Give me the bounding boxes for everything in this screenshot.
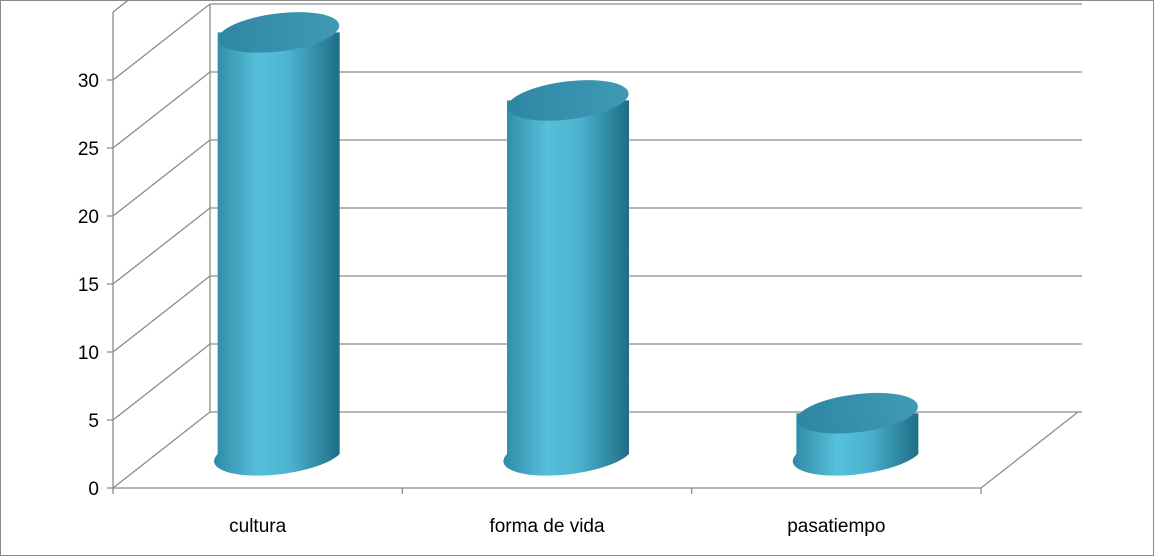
labels-layer: 0 5 10 15 20 25 30 cultura forma de vida pasatiem… xyxy=(78,71,886,537)
gridline-side xyxy=(112,1,129,13)
bar-top xyxy=(796,392,918,434)
category-label: pasatiempo xyxy=(787,516,885,537)
gridline-side xyxy=(112,275,211,353)
y-tick-label: 10 xyxy=(78,343,99,364)
gridline-side xyxy=(112,139,211,217)
axes-layer xyxy=(107,1,1082,494)
y-tick-label: 20 xyxy=(78,207,99,228)
gridline-side xyxy=(112,411,211,489)
gridline-side xyxy=(112,71,211,149)
y-tick-label: 25 xyxy=(78,139,99,160)
bar-top xyxy=(507,80,629,121)
gridline-side xyxy=(112,3,211,81)
y-tick-label: 5 xyxy=(88,411,99,432)
bar-body xyxy=(503,100,629,476)
y-tick-label: 0 xyxy=(88,479,99,500)
bar-forma-de-vida xyxy=(503,80,629,476)
y-tick-label: 15 xyxy=(78,275,99,296)
category-label: forma de vida xyxy=(489,516,605,537)
category-label: cultura xyxy=(229,516,286,537)
bars-layer xyxy=(214,12,919,476)
bar-body xyxy=(214,32,340,476)
gridline-side xyxy=(112,343,211,421)
gridline-side xyxy=(112,207,211,285)
y-tick-label: 30 xyxy=(78,71,99,92)
floor-right-edge xyxy=(980,411,1079,489)
bar-cultura xyxy=(214,12,340,476)
bar-top xyxy=(218,12,340,53)
bar-pasatiempo xyxy=(792,392,919,476)
